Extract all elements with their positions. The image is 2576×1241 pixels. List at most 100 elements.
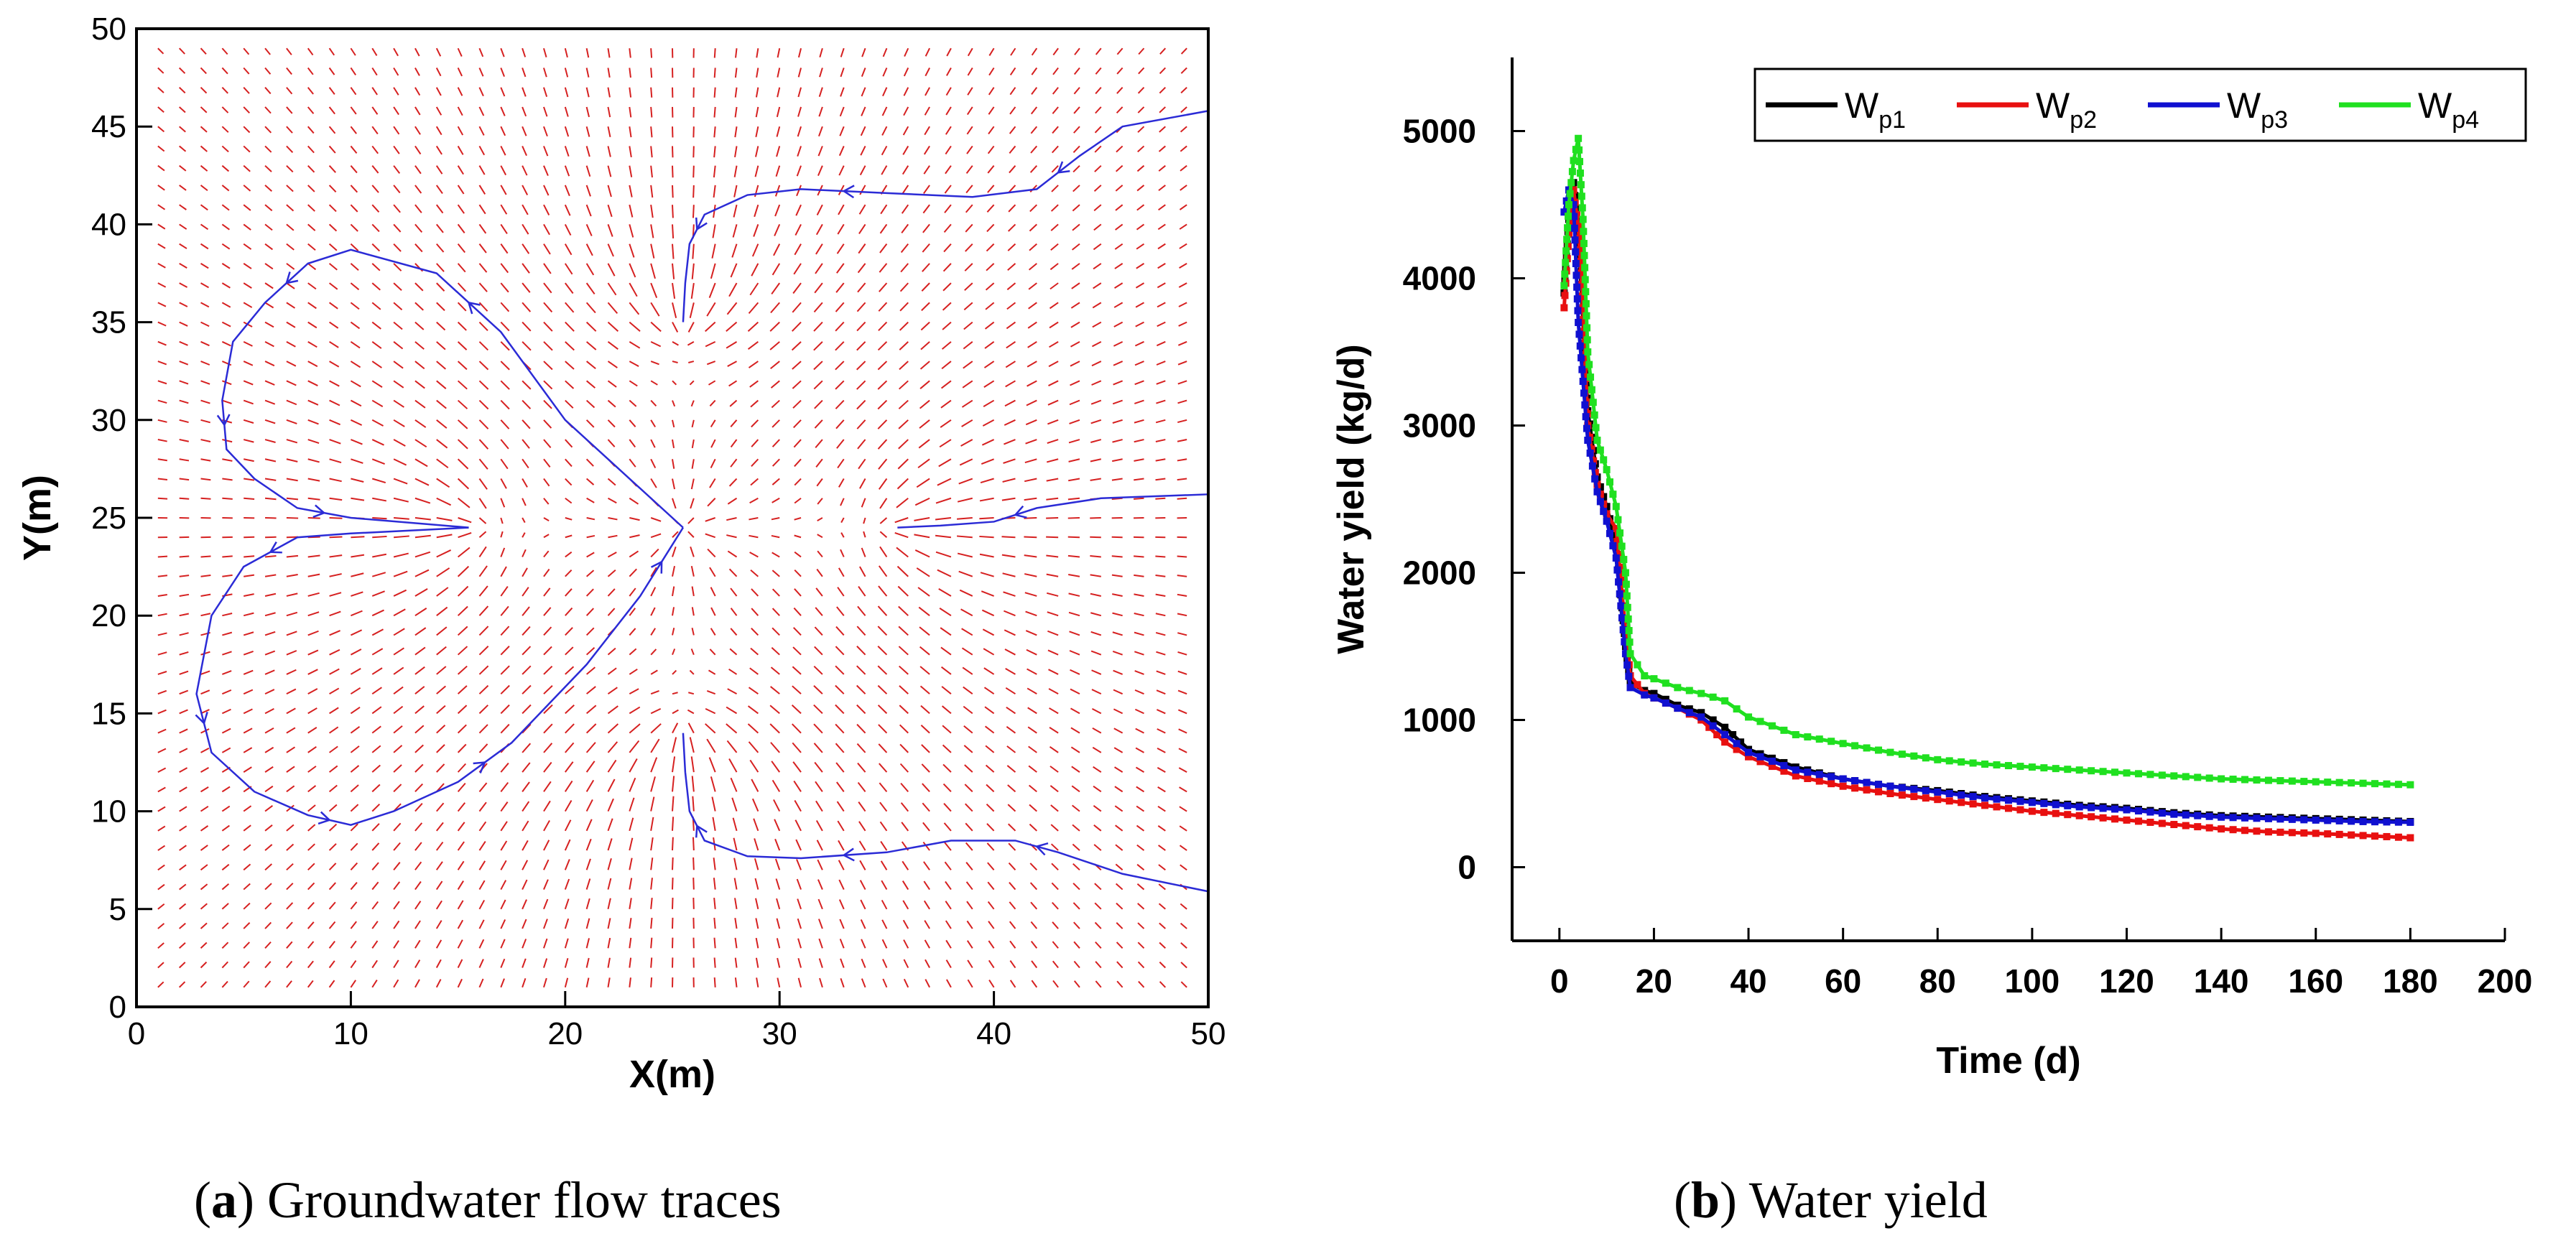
velocity-vector [1073, 980, 1080, 988]
series-marker-Wp3 [1839, 775, 1847, 783]
velocity-vector [478, 880, 486, 891]
series-marker-Wp3 [2324, 817, 2332, 824]
series-marker-Wp4 [2134, 770, 2142, 778]
velocity-vector [839, 126, 845, 136]
velocity-vector [457, 880, 464, 891]
velocity-vector [328, 765, 338, 773]
velocity-vector [687, 322, 695, 333]
series-marker-Wp2 [2064, 811, 2072, 819]
velocity-vector [585, 302, 596, 314]
velocity-vector [945, 939, 952, 949]
velocity-vector [328, 47, 335, 56]
velocity-vector [243, 942, 250, 949]
velocity-vector [436, 399, 447, 409]
velocity-vector [243, 631, 254, 636]
velocity-vector [500, 531, 504, 538]
series-marker-Wp4 [1709, 693, 1717, 701]
series-marker-Wp3 [2229, 814, 2237, 822]
velocity-vector [650, 649, 657, 656]
series-marker-Wp3 [1578, 366, 1586, 373]
velocity-vector [814, 646, 823, 656]
velocity-vector [500, 106, 506, 116]
velocity-vector [264, 497, 277, 501]
velocity-vector [264, 555, 277, 558]
velocity-vector [243, 844, 251, 851]
velocity-vector [414, 47, 420, 57]
velocity-vector [585, 126, 590, 137]
velocity-vector [691, 628, 695, 636]
velocity-vector [522, 820, 529, 832]
velocity-vector [179, 302, 188, 307]
velocity-vector [835, 282, 845, 293]
series-marker-Wp4 [1565, 213, 1572, 220]
velocity-vector [1009, 67, 1016, 75]
velocity-vector [222, 670, 232, 675]
velocity-vector [436, 685, 446, 694]
series-marker-Wp4 [1580, 240, 1588, 248]
velocity-vector [1091, 708, 1102, 715]
velocity-vector [436, 587, 449, 597]
trace-arrowhead [842, 185, 855, 199]
velocity-vector [522, 223, 529, 235]
velocity-vector [565, 361, 575, 370]
velocity-vector [943, 803, 952, 812]
series-marker-Wp4 [2040, 764, 2048, 772]
velocity-vector [792, 723, 802, 734]
velocity-vector [1031, 87, 1038, 95]
velocity-vector [1177, 399, 1187, 404]
series-marker-Wp4 [1993, 761, 2001, 769]
velocity-vector [500, 723, 510, 734]
velocity-vector [457, 547, 471, 558]
velocity-vector [522, 68, 527, 78]
velocity-vector [629, 497, 639, 505]
velocity-vector [650, 796, 655, 812]
series-marker-Wp4 [1618, 542, 1626, 550]
velocity-vector [351, 536, 365, 539]
series-marker-Wp2 [2170, 821, 2178, 829]
velocity-vector [945, 165, 952, 175]
velocity-vector [457, 782, 466, 793]
velocity-vector [896, 565, 909, 577]
series-marker-Wp2 [2324, 830, 2332, 838]
velocity-vector [877, 684, 888, 694]
velocity-vector [286, 302, 296, 309]
velocity-vector [371, 784, 381, 793]
velocity-vector [522, 146, 527, 157]
series-marker-Wp4 [1780, 726, 1788, 734]
velocity-vector [672, 322, 679, 333]
velocity-vector [726, 517, 737, 521]
velocity-vector [1072, 164, 1080, 173]
velocity-vector [629, 777, 636, 792]
series-marker-Wp4 [2028, 763, 2036, 771]
velocity-vector [728, 758, 738, 773]
velocity-vector [922, 783, 930, 793]
velocity-vector [922, 223, 930, 233]
velocity-vector [436, 705, 446, 715]
velocity-vector [711, 796, 716, 812]
velocity-vector [522, 684, 532, 694]
velocity-vector [286, 902, 294, 910]
velocity-vector [1180, 164, 1187, 172]
velocity-vector [650, 340, 662, 348]
series-marker-Wp2 [1733, 745, 1741, 753]
series-marker-Wp2 [1588, 445, 1595, 453]
velocity-vector [565, 439, 573, 448]
velocity-vector [734, 68, 738, 78]
velocity-vector [1134, 497, 1144, 500]
velocity-vector [797, 126, 802, 137]
velocity-vector [902, 860, 909, 870]
velocity-vector [414, 145, 422, 155]
velocity-vector [585, 977, 590, 987]
velocity-vector [157, 923, 165, 929]
velocity-vector [691, 439, 695, 449]
velocity-vector [436, 567, 450, 577]
velocity-vector [941, 361, 952, 370]
velocity-vector [329, 668, 340, 675]
velocity-vector [1180, 86, 1187, 94]
velocity-vector [650, 689, 659, 695]
velocity-vector [1052, 960, 1059, 969]
velocity-vector [945, 920, 952, 929]
velocity-vector [243, 747, 253, 753]
velocity-vector [856, 743, 866, 753]
velocity-vector [393, 243, 402, 252]
